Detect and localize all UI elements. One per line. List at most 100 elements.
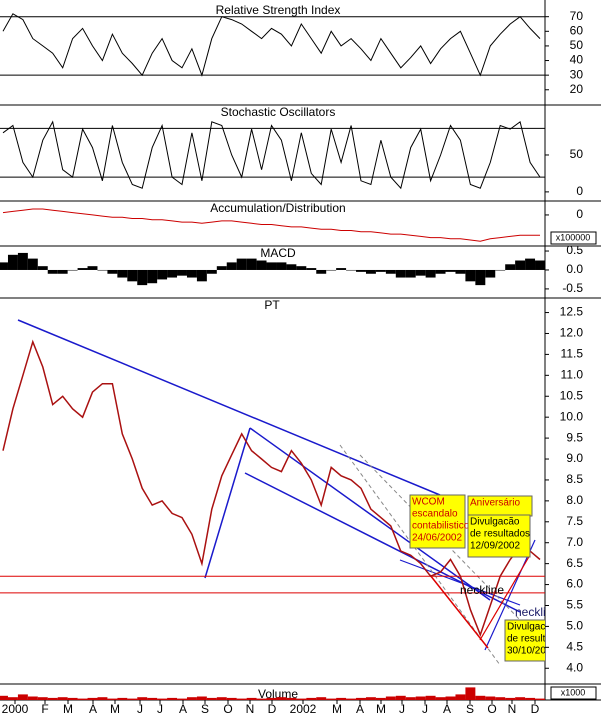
bar bbox=[226, 697, 237, 700]
annotation-text: neckline bbox=[460, 583, 504, 597]
annotation-text: contabilistico bbox=[412, 521, 470, 532]
x-tick-label: J bbox=[422, 702, 428, 716]
y-tick-label: 40 bbox=[570, 53, 584, 67]
x-tick-label: J bbox=[137, 702, 143, 716]
y-tick-label: 9.5 bbox=[566, 430, 583, 444]
x-tick-label: D bbox=[268, 702, 277, 716]
y-tick-label: 0 bbox=[576, 207, 583, 221]
x-tick-label: M bbox=[110, 702, 120, 716]
y-tick-label: 11.5 bbox=[561, 347, 584, 361]
x-tick-label: M bbox=[332, 702, 342, 716]
y-tick-label: 10.0 bbox=[560, 409, 584, 423]
bar bbox=[77, 268, 88, 270]
bar bbox=[47, 269, 58, 274]
bar bbox=[535, 260, 545, 270]
bar bbox=[356, 269, 366, 272]
y-tick-label: 0.0 bbox=[566, 262, 583, 276]
x-tick-label: A bbox=[356, 702, 364, 716]
bar bbox=[266, 697, 277, 700]
bar bbox=[167, 697, 178, 700]
bar bbox=[495, 269, 506, 271]
bar bbox=[266, 262, 277, 270]
annotation-text: de resultados bbox=[507, 634, 567, 645]
annotation-text: Aniversário bbox=[470, 498, 520, 509]
bar bbox=[77, 698, 88, 700]
bar bbox=[186, 269, 197, 278]
bar bbox=[37, 266, 48, 270]
panel-title: Stochastic Oscillators bbox=[221, 105, 336, 119]
x-tick-label: 2002 bbox=[290, 702, 317, 716]
bar bbox=[206, 697, 217, 700]
panel-title: Volume bbox=[258, 687, 298, 701]
bar bbox=[57, 269, 68, 274]
annotation-text: Divulgacão bbox=[470, 517, 520, 528]
x-tick-label: S bbox=[466, 702, 474, 716]
bar bbox=[97, 269, 108, 271]
bar bbox=[445, 696, 456, 700]
unit-box bbox=[550, 231, 597, 245]
bar bbox=[276, 697, 287, 700]
bar bbox=[107, 269, 118, 274]
y-tick-label: 8.0 bbox=[566, 493, 583, 507]
bar bbox=[226, 262, 237, 270]
bar bbox=[286, 264, 297, 270]
bar bbox=[167, 269, 178, 278]
bar bbox=[385, 696, 396, 700]
bar bbox=[236, 698, 247, 700]
bar bbox=[375, 697, 386, 700]
bar bbox=[256, 698, 267, 700]
x-tick-label: N bbox=[246, 702, 255, 716]
bar bbox=[206, 269, 217, 274]
trend-line bbox=[17, 319, 441, 496]
bar bbox=[535, 698, 545, 700]
y-tick-label: 50 bbox=[570, 38, 584, 52]
bar bbox=[316, 269, 327, 274]
bar bbox=[395, 269, 406, 278]
y-tick-label: 7.0 bbox=[566, 535, 583, 549]
annotation-box bbox=[409, 494, 466, 549]
bar bbox=[395, 695, 406, 700]
bar bbox=[17, 252, 28, 270]
y-tick-label: 0.5 bbox=[566, 243, 583, 257]
x-tick-label: J bbox=[399, 702, 405, 716]
y-tick-label: 10.5 bbox=[560, 388, 584, 402]
x-tick-label: M bbox=[376, 702, 386, 716]
bar bbox=[7, 697, 18, 700]
bar bbox=[117, 269, 128, 278]
y-tick-label: 4.0 bbox=[566, 660, 583, 674]
bar bbox=[385, 269, 396, 274]
bar bbox=[67, 697, 78, 700]
annotation-text: WCOM bbox=[412, 497, 445, 508]
trend-line bbox=[479, 554, 531, 641]
unit-label: x100000 bbox=[556, 232, 591, 242]
x-tick-label: S bbox=[201, 702, 209, 716]
x-tick-label: O bbox=[487, 702, 496, 716]
y-tick-label: 11.0 bbox=[561, 367, 584, 381]
bar bbox=[465, 687, 476, 700]
bar bbox=[505, 697, 516, 700]
bar bbox=[37, 697, 48, 700]
x-tick-label: F bbox=[41, 702, 48, 716]
panel-title: MACD bbox=[260, 246, 296, 260]
bar bbox=[525, 258, 536, 270]
bar bbox=[0, 695, 8, 700]
bar bbox=[375, 269, 386, 272]
bar bbox=[495, 697, 506, 700]
bar bbox=[435, 697, 446, 700]
y-tick-label: 30 bbox=[570, 67, 584, 81]
y-tick-label: 7.5 bbox=[566, 514, 583, 528]
bar bbox=[515, 260, 526, 270]
trend-line bbox=[429, 574, 489, 649]
bar bbox=[246, 258, 257, 270]
bar bbox=[296, 266, 307, 270]
y-tick-label: 12.5 bbox=[560, 305, 584, 319]
x-tick-label: 2000 bbox=[2, 702, 29, 716]
bar bbox=[365, 269, 376, 274]
y-tick-label: 6.5 bbox=[566, 556, 583, 570]
bar bbox=[0, 262, 8, 270]
series-line bbox=[2, 120, 541, 190]
trend-line bbox=[339, 444, 501, 666]
bar bbox=[127, 269, 138, 282]
bar bbox=[485, 696, 496, 700]
